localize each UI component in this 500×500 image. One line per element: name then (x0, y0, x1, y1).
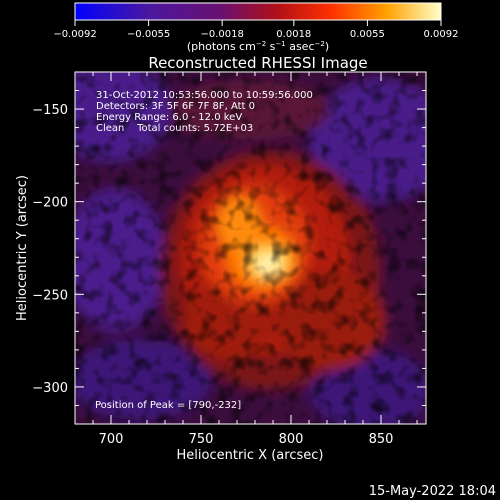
x-tick-label: 850 (369, 432, 394, 447)
x-tick-label: 800 (279, 432, 304, 447)
annotation-line-0: 31-Oct-2012 10:53:56.000 to 10:59:56.000 (96, 90, 313, 101)
y-tick-label: −300 (32, 381, 68, 396)
colorbar-tick-label: −0.0018 (201, 29, 244, 40)
peak-position-label: Position of Peak = [790,-232] (95, 400, 241, 411)
y-tick-label: −150 (32, 103, 68, 118)
y-axis-label: Heliocentric Y (arcsec) (15, 175, 30, 321)
colorbar-tick-label: 0.0092 (424, 29, 459, 40)
colorbar-tick-label: 0.0055 (350, 29, 385, 40)
annotation-line-2: Energy Range: 6.0 - 12.0 keV (96, 112, 242, 123)
colorbar-unit-label: (photons cm−2 s−1 asec−2) (187, 40, 329, 53)
y-tick-label: −200 (32, 196, 68, 211)
x-axis-label: Heliocentric X (arcsec) (177, 448, 324, 463)
x-tick-label: 700 (99, 432, 124, 447)
colorbar-gradient (74, 2, 442, 21)
colorbar-tick-label: −0.0055 (127, 29, 170, 40)
annotation-line-3: Clean Total counts: 5.72E+03 (96, 123, 253, 134)
colorbar-tick-label: −0.0092 (53, 29, 96, 40)
x-tick-label: 750 (189, 432, 214, 447)
y-tick-label: −250 (32, 288, 68, 303)
chart-title: Reconstructed RHESSI Image (148, 54, 367, 72)
heatmap-image (75, 72, 426, 424)
annotation-line-1: Detectors: 3F 5F 6F 7F 8F, Att 0 (96, 101, 255, 112)
plot-frame (74, 71, 427, 425)
footer-timestamp: 15-May-2022 18:04 (369, 484, 496, 499)
axis-ticks: 700 750 800 850 −150 −200 −250 −300 (32, 72, 426, 447)
colorbar-tick-label: 0.0018 (276, 29, 311, 40)
annotations: 31-Oct-2012 10:53:56.000 to 10:59:56.000… (95, 90, 313, 411)
colorbar: −0.0092 −0.0055 −0.0018 0.0018 0.0055 0.0092 … (53, 2, 459, 53)
